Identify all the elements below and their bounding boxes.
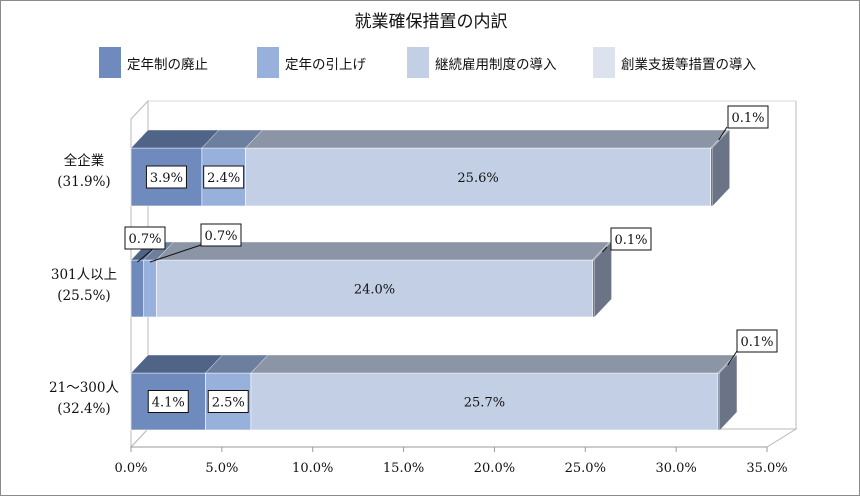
category-share-21-300: (32.4%) (57, 401, 111, 417)
x-tick-label: 0.0% (114, 461, 147, 476)
legend-swatch-startup-support (593, 47, 615, 78)
category-name-301-plus: 301人以上 (50, 267, 118, 283)
legend-label-startup-support: 創業支援等措置の導入 (621, 57, 756, 73)
bar-segment-top (250, 354, 736, 374)
legend-swatch-raise (257, 47, 279, 78)
legend-label-continued-employment: 継続雇用制度の導入 (435, 57, 557, 73)
bar-group-2 (130, 354, 738, 431)
data-label-21-raise: 2.5% (207, 390, 249, 413)
x-tick-label: 30.0% (655, 461, 696, 476)
data-label-text: 4.1% (152, 396, 185, 411)
legend-swatch-abolition (99, 47, 121, 78)
data-label-box (124, 226, 166, 250)
data-label-box (610, 227, 652, 251)
bar-end-face (712, 130, 730, 206)
data-label-21-startup: 0.1% (736, 329, 778, 353)
bar-segment (156, 259, 593, 318)
bar-end-face (594, 242, 612, 317)
data-label-text: 2.5% (212, 396, 245, 411)
bar-segment (245, 147, 711, 207)
data-label-box (727, 105, 769, 129)
category-label-301-plus: 301人以上 (25.5%) (29, 265, 139, 307)
data-label-301-startup: 0.1% (610, 227, 652, 251)
floor (129, 428, 798, 448)
bar-segment (250, 372, 719, 431)
category-label-21-300: 21〜300人 (32.4%) (29, 378, 139, 420)
x-tick-label: 20.0% (474, 461, 515, 476)
legend-swatch-continued-employment (407, 47, 429, 78)
x-tick-label: 5.0% (205, 461, 238, 476)
leader-line (602, 246, 608, 253)
data-label-21-abolition: 4.1% (147, 390, 189, 413)
leader-line (718, 126, 728, 141)
data-label-text: 0.1% (614, 233, 647, 248)
data-label-box (203, 165, 245, 189)
bar-segment (592, 259, 595, 318)
bar-end-face (719, 355, 737, 430)
category-share-all: (31.9%) (57, 174, 111, 190)
data-label-301-abolition: 0.7% (124, 226, 166, 250)
legend-label-abolition: 定年制の廃止 (127, 57, 208, 73)
data-label-box (736, 329, 778, 353)
category-share-301-plus: (25.5%) (57, 288, 111, 304)
x-tick-label: 25.0% (565, 461, 606, 476)
leader-line (727, 350, 738, 366)
leader-line (137, 248, 154, 263)
data-label-301-raise: 0.7% (200, 223, 242, 247)
data-label-text: 0.1% (740, 335, 773, 350)
bar-segment (710, 147, 713, 207)
data-label-box (147, 390, 189, 413)
data-label-text: 0.7% (204, 229, 237, 244)
data-label-all-abolition: 3.9% (145, 165, 187, 189)
data-label-all-raise: 2.4% (203, 165, 245, 189)
x-tick-label: 35.0% (746, 461, 787, 476)
data-label-text: 0.1% (731, 111, 764, 126)
data-label-box (200, 223, 242, 247)
category-name-all: 全企業 (63, 153, 105, 169)
data-label-301-continued: 24.0% (354, 283, 395, 298)
data-label-text: 3.9% (150, 171, 183, 186)
data-label-box (207, 390, 249, 413)
chart-title: 就業確保措置の内訳 (354, 12, 508, 32)
bar-segment (143, 259, 157, 318)
bar-segment-top (245, 129, 729, 149)
legend-label-raise: 定年の引上げ (285, 57, 366, 73)
bar-group-0 (130, 129, 730, 207)
bar-group-1 (130, 241, 612, 318)
data-label-text: 2.4% (207, 171, 240, 186)
category-label-all: 全企業 (31.9%) (29, 151, 139, 193)
x-tick-label: 10.0% (292, 461, 333, 476)
data-label-all-continued: 25.6% (457, 171, 498, 186)
data-label-text: 0.7% (128, 232, 161, 247)
x-tick-label: 15.0% (383, 461, 424, 476)
leader-line (149, 244, 202, 263)
data-label-21-continued: 25.7% (464, 396, 505, 411)
data-label-all-startup: 0.1% (727, 105, 769, 129)
data-label-box (145, 165, 187, 189)
bar-segment (717, 372, 721, 431)
category-name-21-300: 21〜300人 (49, 380, 119, 396)
